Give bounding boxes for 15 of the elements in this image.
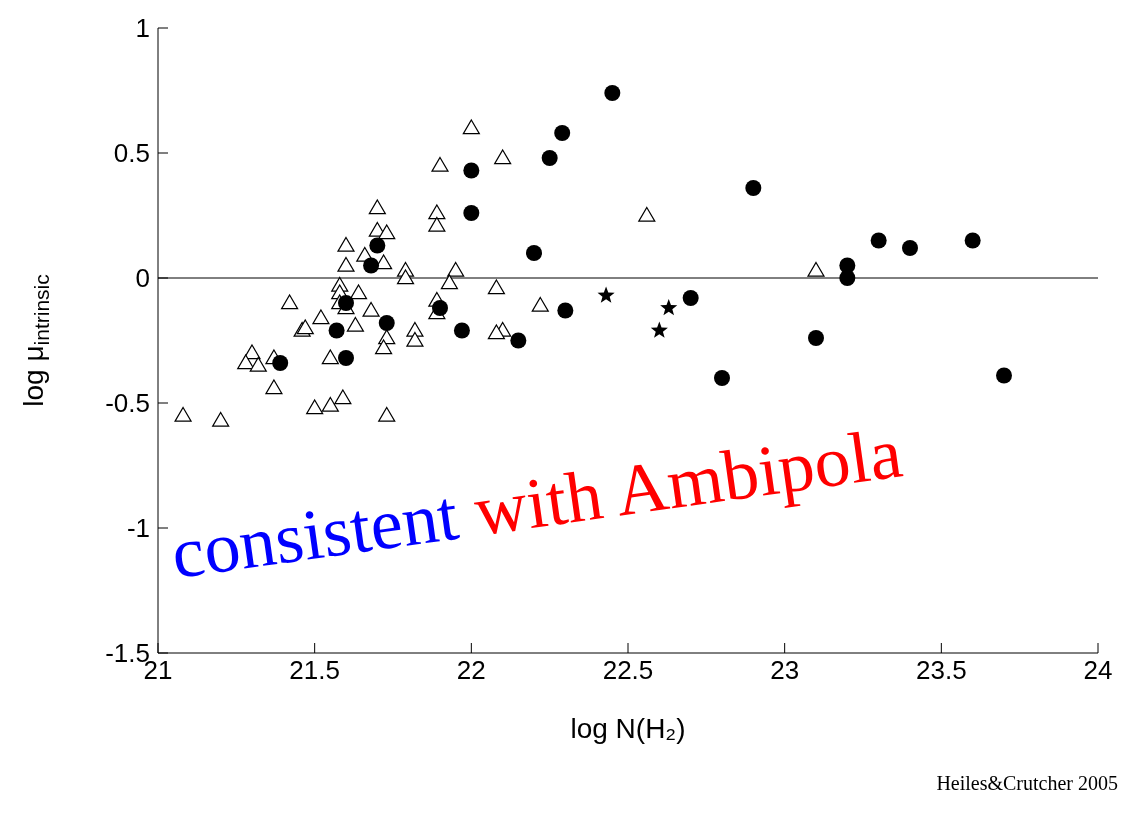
x-tick-label: 22.5	[602, 655, 654, 686]
annotation: consistent	[166, 474, 463, 595]
text: Heiles&Crutcher 2005	[936, 772, 1118, 795]
annotation: with Ambipola	[469, 412, 907, 552]
y-tick-label: 1	[135, 13, 150, 44]
x-axis-title: log N(H₂)	[570, 713, 686, 744]
y-tick-label: 0	[135, 263, 150, 294]
y-tick-label: -0.5	[105, 388, 150, 419]
x-tick-label: 24	[1083, 655, 1113, 686]
x-tick-label: 23.5	[916, 655, 967, 686]
x-tick-label: 23	[770, 655, 800, 686]
y-tick-label: 0.5	[113, 138, 150, 169]
y-tick-label: -1	[126, 513, 150, 544]
x-tick-label: 21.5	[289, 655, 340, 686]
x-tick-label: 22	[456, 655, 486, 686]
